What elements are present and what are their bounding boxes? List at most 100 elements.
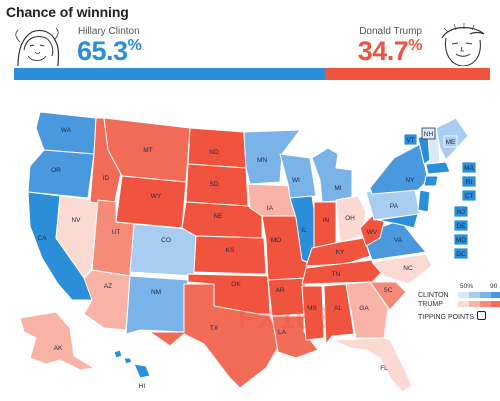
clinton-name: Hillary Clinton <box>78 26 140 37</box>
label-ne: NE <box>213 213 223 220</box>
box-ct[interactable] <box>461 189 477 202</box>
legend-trump-swatch <box>469 301 480 307</box>
state-fl[interactable] <box>331 337 413 393</box>
label-nd: ND <box>209 149 219 156</box>
box-ri[interactable] <box>461 175 477 188</box>
box-nh[interactable] <box>421 127 436 140</box>
legend-tipping-label: TIPPING POINTS <box>418 314 475 321</box>
box-md[interactable] <box>453 233 469 246</box>
label-wa: WA <box>61 127 72 134</box>
label-il: IL <box>301 227 307 234</box>
label-la: LA <box>278 329 287 336</box>
label-tn: TN <box>332 271 341 278</box>
label-or: OR <box>51 167 61 174</box>
state-hi[interactable] <box>113 349 151 379</box>
label-ok: OK <box>231 281 241 288</box>
box-vt[interactable] <box>403 133 418 146</box>
label-ks: KS <box>226 247 235 254</box>
state-md[interactable] <box>377 213 419 229</box>
label-md: MD <box>456 237 466 244</box>
state-ak[interactable] <box>19 311 95 371</box>
label-nh: NH <box>424 131 434 138</box>
box-me[interactable] <box>443 135 458 148</box>
state-tx[interactable] <box>149 283 281 389</box>
label-me: ME <box>446 139 456 146</box>
state-nc[interactable] <box>371 253 433 285</box>
state-ga[interactable] <box>345 281 389 339</box>
label-ak: AK <box>54 345 63 352</box>
label-mn: MN <box>257 157 267 164</box>
label-wy: WY <box>151 193 162 200</box>
state-ky[interactable] <box>305 237 371 267</box>
label-al: AL <box>334 305 342 312</box>
label-dc: DC <box>456 251 466 258</box>
label-co: CO <box>161 237 171 244</box>
label-ct: CT <box>465 193 474 200</box>
legend-scale-high: 90 <box>490 283 498 290</box>
label-in: IN <box>323 217 330 224</box>
state-nj[interactable] <box>417 189 431 213</box>
state-co[interactable] <box>129 223 197 277</box>
label-mi: MI <box>334 185 341 192</box>
clinton-chance-value: 65.3 <box>77 36 128 66</box>
legend-tipping-row: TIPPING POINTS <box>418 311 487 321</box>
label-ny: NY <box>405 177 415 184</box>
label-fl: FL <box>380 365 388 372</box>
label-wv: WV <box>367 229 378 236</box>
state-nd[interactable] <box>187 127 247 169</box>
state-mn[interactable] <box>243 129 301 185</box>
watermark: FX168 <box>238 302 332 335</box>
label-ar: AR <box>275 287 284 294</box>
label-de: DE <box>456 223 466 230</box>
label-ri: RI <box>466 179 473 186</box>
state-ct[interactable] <box>423 175 439 187</box>
state-al[interactable] <box>323 283 355 345</box>
label-nc: NC <box>403 265 413 272</box>
us-map-svg: WA OR CA NV ID MT WY UT AZ CO NM ND SD N… <box>19 111 477 393</box>
label-sc: SC <box>383 287 392 294</box>
label-hi: HI <box>139 383 146 390</box>
trump-probability-segment <box>324 68 490 80</box>
state-nm[interactable] <box>125 275 189 335</box>
clinton-portrait-icon <box>15 27 60 66</box>
state-wy[interactable] <box>115 175 187 229</box>
chart-title: Chance of winning <box>6 4 129 20</box>
state-ny[interactable] <box>369 143 429 195</box>
state-or[interactable] <box>27 149 95 199</box>
state-ms[interactable] <box>301 285 325 341</box>
legend-trump-swatch <box>458 301 469 307</box>
legend-clinton-label: CLINTON <box>418 292 449 299</box>
label-ky: KY <box>336 249 345 256</box>
label-ms: MS <box>307 305 317 312</box>
label-ga: GA <box>359 305 369 312</box>
clinton-chance: 65.3% <box>77 36 142 67</box>
label-nm: NM <box>151 289 161 296</box>
label-sd: SD <box>209 181 218 188</box>
label-va: VA <box>394 237 403 244</box>
label-vt: VT <box>406 137 414 144</box>
label-ca: CA <box>37 235 47 242</box>
us-state-map: WA OR CA NV ID MT WY UT AZ CO NM ND SD N… <box>0 88 500 401</box>
trump-chance-sign: % <box>408 37 422 54</box>
state-wv[interactable] <box>359 213 385 247</box>
state-ks[interactable] <box>193 235 267 275</box>
trump-chance-value: 34.7 <box>357 36 409 66</box>
legend-trump-swatches <box>458 301 500 307</box>
box-de[interactable] <box>453 219 469 232</box>
state-sc[interactable] <box>369 281 407 311</box>
state-in[interactable] <box>313 201 337 249</box>
label-wi: WI <box>292 177 300 184</box>
trump-chance: 34.7% <box>357 36 423 67</box>
box-ma[interactable] <box>461 161 477 174</box>
state-mi[interactable] <box>311 147 353 203</box>
legend-trump-swatch <box>491 301 500 307</box>
legend-clinton-swatch <box>458 292 469 298</box>
box-nj[interactable] <box>453 205 469 218</box>
label-ia: IA <box>267 205 274 212</box>
label-nv: NV <box>71 217 81 224</box>
state-tn[interactable] <box>301 259 385 285</box>
legend-clinton-swatch <box>480 292 491 298</box>
label-id: ID <box>103 175 110 182</box>
box-dc[interactable] <box>453 247 469 260</box>
state-ma[interactable] <box>425 161 451 175</box>
